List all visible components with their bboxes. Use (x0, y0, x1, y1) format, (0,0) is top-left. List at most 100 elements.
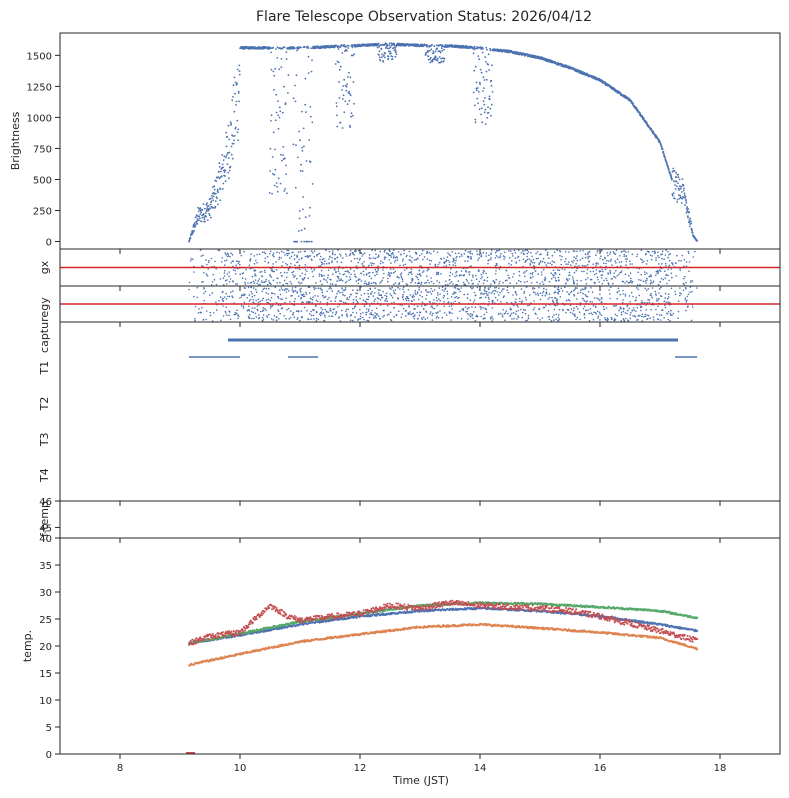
gx-point (526, 252, 529, 255)
brightness-point (386, 47, 389, 50)
brightness-point (341, 89, 343, 91)
gy-point (390, 288, 392, 290)
gx-point (339, 272, 341, 275)
gy-point (433, 289, 436, 291)
gy-point (332, 308, 335, 311)
gy-point (393, 315, 395, 318)
gx-point (462, 274, 464, 277)
gy-point (548, 318, 551, 321)
gy-point (532, 308, 535, 311)
gy-point (330, 315, 333, 317)
gx-point (409, 271, 412, 274)
gy-point (576, 298, 578, 300)
gy-point (558, 308, 561, 311)
brightness-point (687, 208, 690, 210)
gx-point (482, 251, 485, 254)
gx-point (416, 257, 419, 260)
gx-point (410, 268, 413, 270)
gx-point (447, 283, 449, 286)
gy-point (515, 313, 517, 315)
gy-point (420, 291, 423, 293)
gx-point (241, 277, 244, 280)
brightness-point (224, 180, 227, 183)
gx-point (598, 281, 600, 283)
gx-point (613, 272, 615, 274)
brightness-point (273, 88, 275, 91)
brightness-points (188, 42, 699, 243)
brightness-point (225, 131, 228, 134)
gx-point (604, 256, 606, 259)
brightness-point (268, 192, 271, 194)
gy-point (689, 286, 692, 288)
gx-point (531, 255, 533, 258)
gy-y-axis-label: gy (38, 297, 51, 311)
brightness-point (473, 45, 476, 48)
brightness-point (427, 55, 430, 58)
gy-point (372, 317, 375, 320)
gy-point (480, 308, 482, 310)
gy-point (356, 292, 359, 295)
brightness-point (440, 60, 443, 63)
brightness-point (341, 52, 344, 54)
gx-point (495, 255, 498, 257)
gx-point (694, 250, 696, 253)
gy-point (480, 315, 483, 318)
brightness-point (223, 171, 226, 174)
brightness-point (284, 188, 286, 190)
gx-point (206, 275, 209, 277)
brightness-point (214, 205, 217, 208)
gy-point (686, 306, 689, 308)
gy-point (456, 317, 459, 319)
brightness-point (482, 47, 484, 50)
gy-point (554, 304, 557, 307)
brightness-point (219, 199, 222, 202)
gx-point (282, 261, 284, 263)
gy-point (334, 297, 337, 299)
gx-point (402, 260, 404, 262)
gx-point (224, 269, 226, 272)
gy-point (502, 296, 505, 299)
brightness-point (338, 68, 341, 71)
gx-point (340, 255, 342, 257)
gx-point (612, 251, 615, 253)
gy-point (339, 300, 341, 302)
gx-point (547, 262, 549, 264)
gx-point (261, 275, 263, 277)
brightness-point (208, 214, 211, 217)
brightness-point (683, 192, 686, 195)
gx-point (597, 249, 599, 252)
brightness-point (273, 173, 276, 176)
gy-point (517, 315, 519, 317)
gx-point (287, 252, 290, 255)
brightness-point (488, 69, 490, 71)
brightness-point (483, 111, 486, 114)
gy-point (666, 313, 669, 315)
brightness-point (483, 87, 485, 89)
brightness-point (350, 115, 352, 118)
brightness-point (605, 82, 608, 85)
gx-point (542, 258, 545, 260)
gy-point (464, 306, 467, 308)
brightness-point (666, 162, 668, 165)
brightness-point (439, 50, 441, 52)
brightness-point (349, 126, 352, 128)
gx-point (600, 270, 602, 273)
gy-point (269, 299, 272, 302)
gy-point (617, 287, 620, 290)
gx-point (276, 282, 278, 284)
gx-point (243, 250, 245, 253)
gy-point (329, 286, 332, 289)
brightness-point (191, 233, 194, 236)
gx-point (449, 271, 452, 274)
gy-point (657, 318, 659, 320)
gy-point (466, 297, 469, 300)
gx-point (572, 278, 574, 280)
gx-point (224, 279, 227, 282)
gy-point (484, 296, 487, 299)
gx-point (601, 249, 603, 251)
gy-point (279, 312, 282, 315)
brightness-point (236, 119, 239, 122)
gy-point (552, 300, 554, 303)
brightness-point (472, 91, 475, 94)
brightness-point (311, 183, 314, 185)
